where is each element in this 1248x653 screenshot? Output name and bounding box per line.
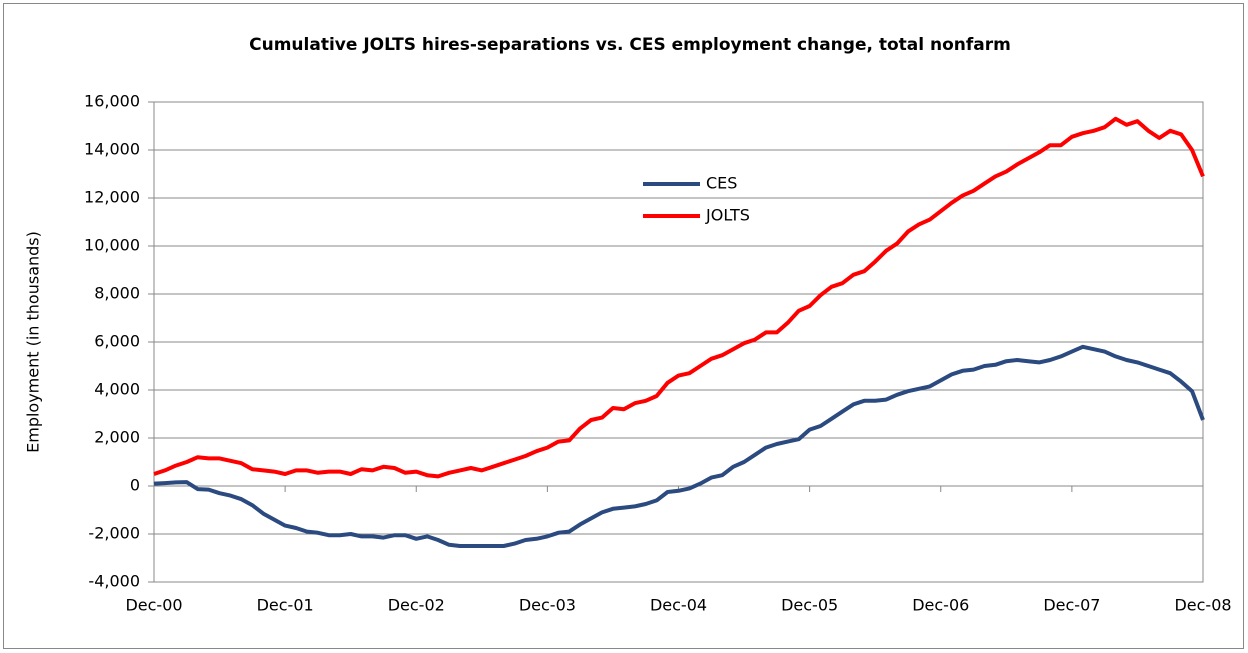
x-tick-label: Dec-07: [1043, 596, 1100, 615]
y-tick-label: 14,000: [84, 140, 140, 159]
y-tick-label: 0: [130, 476, 140, 495]
chart-border: [3, 3, 1244, 649]
y-tick-label: -4,000: [88, 572, 140, 591]
y-tick-label: 10,000: [84, 236, 140, 255]
x-tick-label: Dec-03: [519, 596, 576, 615]
y-tick-label: -2,000: [88, 524, 140, 543]
y-tick-label: 2,000: [94, 428, 140, 447]
y-tick-label: 4,000: [94, 380, 140, 399]
chart-title: Cumulative JOLTS hires-separations vs. C…: [249, 35, 1011, 55]
line-series: [153, 344, 1205, 548]
line-series: [153, 116, 1205, 479]
x-tick-label: Dec-08: [1174, 596, 1231, 615]
legend-label: CES: [706, 174, 737, 193]
y-tick-label: 16,000: [84, 92, 140, 111]
x-tick-label: Dec-00: [125, 596, 182, 615]
y-tick-label: 6,000: [94, 332, 140, 351]
x-tick-label: Dec-06: [912, 596, 969, 615]
x-tick-label: Dec-01: [257, 596, 314, 615]
x-tick-label: Dec-04: [650, 596, 707, 615]
y-axis-label: Employment (in thousands): [24, 231, 43, 453]
legend-label: JOLTS: [705, 206, 750, 225]
x-tick-label: Dec-05: [781, 596, 838, 615]
x-tick-label: Dec-02: [388, 596, 445, 615]
y-tick-label: 8,000: [94, 284, 140, 303]
plot-border: [153, 101, 1204, 583]
y-tick-label: 12,000: [84, 188, 140, 207]
